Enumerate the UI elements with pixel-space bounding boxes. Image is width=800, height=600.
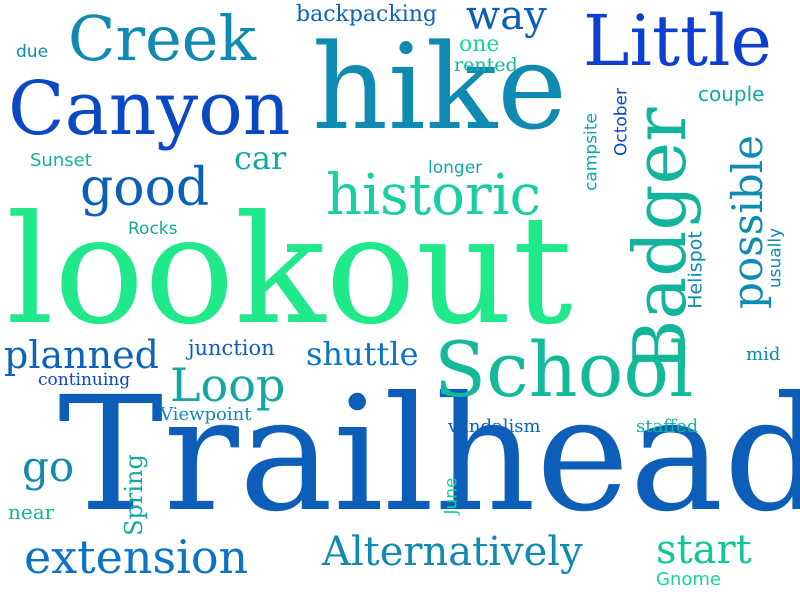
word-canyon: Canyon <box>8 66 291 152</box>
word-lookout: lookout <box>6 184 573 358</box>
word-usually: usually <box>765 227 786 289</box>
word-good: good <box>80 158 210 218</box>
word-hike: hike <box>312 18 568 156</box>
word-school: School <box>434 325 694 414</box>
word-historic: historic <box>326 163 541 228</box>
word-mid: mid <box>746 344 781 365</box>
word-car: car <box>234 139 287 177</box>
word-one: one <box>459 32 500 57</box>
word-due: due <box>16 42 49 62</box>
word-rocks: Rocks <box>128 219 178 239</box>
word-campsite: campsite <box>581 113 602 191</box>
word-gnome: Gnome <box>656 569 721 590</box>
word-spring: Spring <box>120 454 148 536</box>
word-shuttle: shuttle <box>306 335 419 373</box>
word-way: way <box>466 0 547 39</box>
word-creek: Creek <box>68 2 257 75</box>
word-little: Little <box>583 0 772 82</box>
word-longer: longer <box>428 158 483 178</box>
word-staffed: staffed <box>636 416 699 437</box>
word-start: start <box>656 527 752 573</box>
word-trailhead: Trailhead <box>58 363 800 547</box>
word-possible: possible <box>723 135 772 309</box>
word-near: near <box>8 500 55 524</box>
word-planned: planned <box>4 333 159 377</box>
word-loop: Loop <box>170 358 286 412</box>
word-backpacking: backpacking <box>296 2 437 27</box>
word-junction: junction <box>188 336 275 360</box>
word-helispot: Helispot <box>684 231 707 309</box>
word-sunset: Sunset <box>30 150 92 171</box>
word-vandalism: vandalism <box>448 416 541 437</box>
word-continuing: continuing <box>38 370 131 390</box>
word-june: June <box>441 477 462 515</box>
word-couple: couple <box>698 82 765 106</box>
word-extension: extension <box>24 530 249 584</box>
word-rented: rented <box>454 54 518 76</box>
word-alternatively: Alternatively <box>322 529 583 575</box>
word-go: go <box>22 442 75 491</box>
word-october: October <box>611 87 632 157</box>
word-viewpoint: Viewpoint <box>160 404 252 425</box>
